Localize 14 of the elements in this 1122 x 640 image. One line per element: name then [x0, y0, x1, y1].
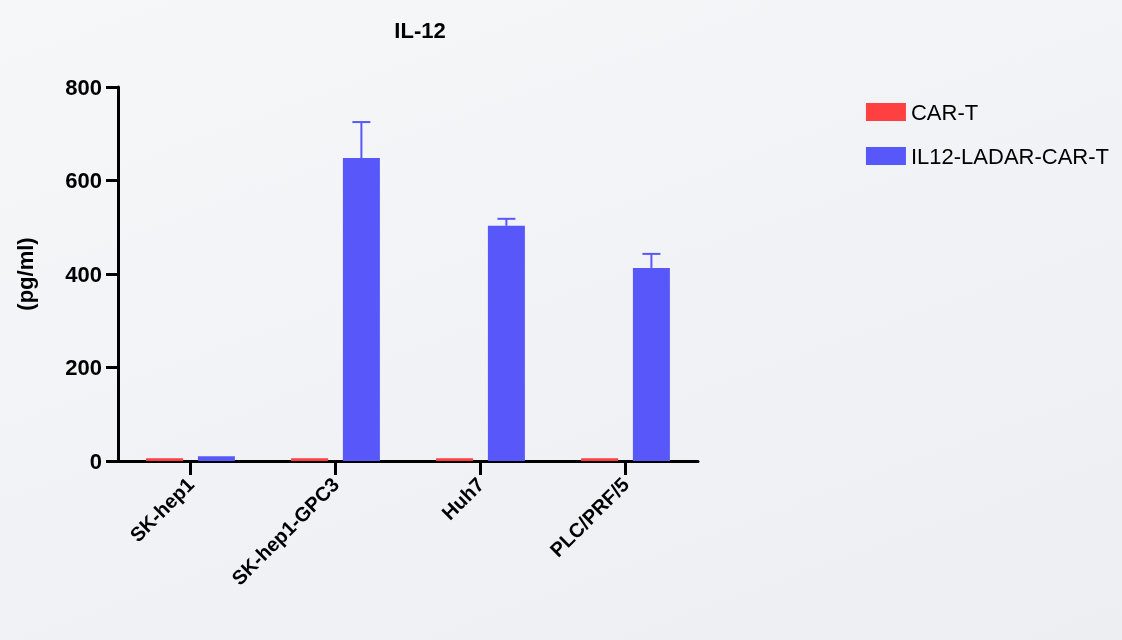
bar — [436, 458, 474, 461]
legend-label: CAR-T — [910, 99, 979, 125]
y-tick-label: 0 — [89, 448, 102, 474]
legend-label: IL12-LADAR-CAR-T — [910, 143, 1109, 169]
bar — [291, 458, 329, 461]
chart-title: IL-12 — [394, 17, 446, 43]
bar — [197, 456, 235, 461]
y-tick-label: 600 — [65, 168, 102, 193]
y-tick-label: 200 — [65, 355, 102, 380]
bar — [581, 458, 619, 461]
bar — [146, 458, 184, 461]
y-tick-label: 800 — [65, 74, 102, 100]
y-axis-title: (pg/ml) — [12, 237, 38, 311]
y-tick-label: 400 — [65, 261, 102, 287]
